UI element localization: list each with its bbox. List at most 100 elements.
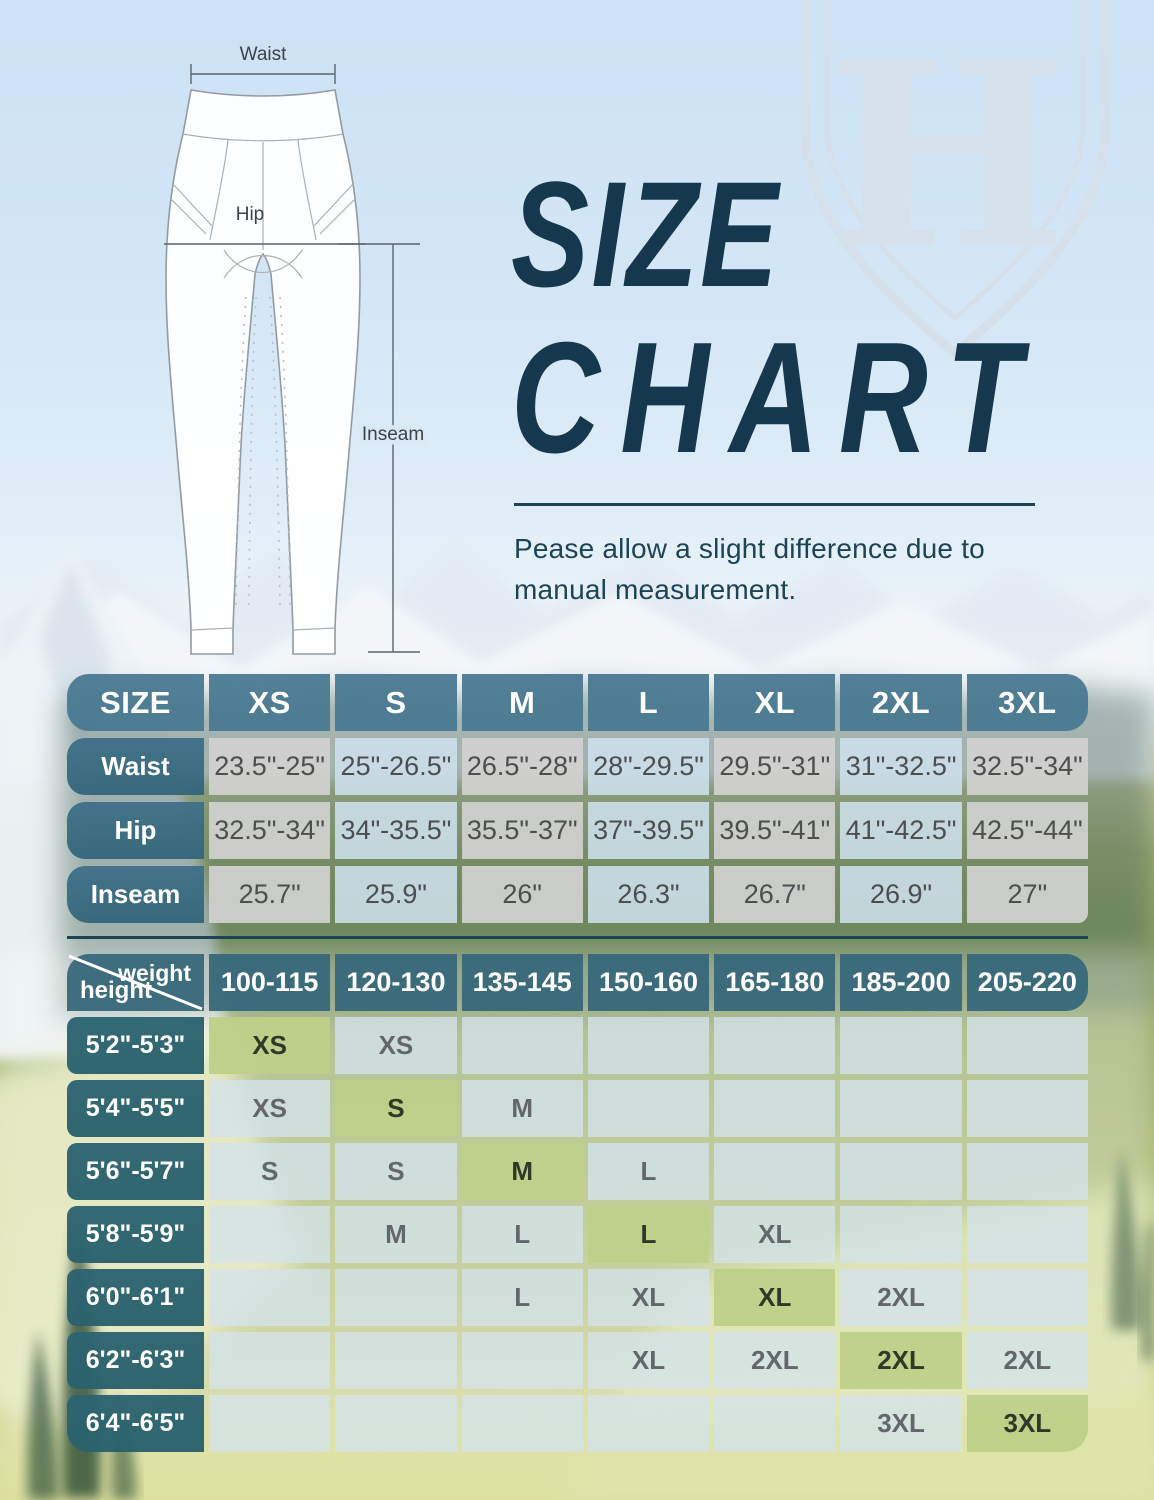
- size-cell: 27": [966, 866, 1088, 923]
- size-column-header: 2XL: [840, 674, 962, 731]
- fit-cell-empty: [461, 1395, 583, 1452]
- size-column-header: XS: [209, 674, 331, 731]
- size-cell: 25"-26.5": [335, 738, 457, 795]
- fit-cell-empty: [335, 1332, 457, 1389]
- weight-column-header: 100-115: [209, 954, 331, 1011]
- fit-cell: XL: [587, 1332, 710, 1389]
- fit-cell-empty: [714, 1143, 836, 1200]
- fit-cell-empty: [966, 1143, 1088, 1200]
- fit-cell: S: [335, 1143, 457, 1200]
- fit-cell-empty: [587, 1080, 710, 1137]
- size-cell: 26.5"-28": [461, 738, 583, 795]
- fit-cell: M: [335, 1206, 457, 1263]
- size-cell: 26": [461, 866, 583, 923]
- fit-cell-highlight: L: [587, 1206, 710, 1263]
- fit-cell-empty: [714, 1017, 836, 1074]
- hip-label: Hip: [236, 204, 265, 225]
- size-cell: 32.5"-34": [209, 802, 331, 859]
- size-cell: 29.5"-31": [714, 738, 836, 795]
- fit-cell-empty: [461, 1332, 583, 1389]
- size-cell: 35.5"-37": [461, 802, 583, 859]
- leggings-outline: [165, 89, 361, 655]
- size-cell: 25.7": [209, 866, 331, 923]
- fit-cell: S: [209, 1143, 331, 1200]
- fit-cell-empty: [840, 1143, 962, 1200]
- fit-cell-highlight: S: [335, 1080, 457, 1137]
- height-row-label: 5'6"-5'7": [67, 1143, 204, 1200]
- page-title: SIZE CHART: [511, 156, 1041, 482]
- height-row-label: 5'8"-5'9": [67, 1206, 204, 1263]
- size-cell: 34"-35.5": [335, 802, 457, 859]
- fit-cell: L: [461, 1269, 583, 1326]
- fit-cell-highlight: M: [461, 1143, 583, 1200]
- fit-cell-empty: [587, 1395, 710, 1452]
- height-weight-table: weight height 100-115 120-130 135-145 150-160…: [67, 954, 1088, 1452]
- fit-cell: XL: [587, 1269, 710, 1326]
- size-cell: 31"-32.5": [840, 738, 962, 795]
- measure-row-label: Inseam: [67, 866, 204, 923]
- fit-cell-empty: [966, 1017, 1088, 1074]
- weight-column-header: 135-145: [461, 954, 583, 1011]
- title-line2: CHART: [511, 310, 1042, 486]
- height-axis-label: height: [80, 977, 152, 1004]
- waist-label: Waist: [240, 44, 288, 65]
- size-cell: 39.5"-41": [714, 802, 836, 859]
- fit-cell: M: [461, 1080, 583, 1137]
- size-column-header: M: [461, 674, 583, 731]
- fit-cell-empty: [335, 1269, 457, 1326]
- fit-cell-highlight: 2XL: [840, 1332, 962, 1389]
- fit-cell: 2XL: [966, 1332, 1088, 1389]
- fit-cell-empty: [209, 1269, 331, 1326]
- fit-cell-empty: [461, 1017, 583, 1074]
- fit-cell-empty: [966, 1206, 1088, 1263]
- measure-row-label: Hip: [67, 802, 204, 859]
- size-cell: 26.9": [840, 866, 962, 923]
- height-row-label: 6'0"-6'1": [67, 1269, 204, 1326]
- fit-cell-highlight: XL: [714, 1269, 836, 1326]
- fit-cell-empty: [335, 1395, 457, 1452]
- fit-cell-empty: [209, 1332, 331, 1389]
- table-divider: [67, 936, 1088, 939]
- measurement-note: Pease allow a slight difference due to m…: [514, 533, 985, 605]
- fit-cell-empty: [209, 1206, 331, 1263]
- fit-cell-empty: [840, 1080, 962, 1137]
- fit-cell: L: [587, 1143, 710, 1200]
- inseam-label: Inseam: [362, 424, 424, 445]
- fit-cell: XS: [209, 1080, 331, 1137]
- height-row-label: 5'4"-5'5": [67, 1080, 204, 1137]
- fit-cell: XS: [335, 1017, 457, 1074]
- brand-letter: H: [827, 7, 1068, 306]
- title-divider: [514, 503, 1035, 506]
- weight-axis-label: weight: [118, 960, 191, 986]
- size-cell: 42.5"-44": [966, 802, 1088, 859]
- fit-cell-empty: [840, 1017, 962, 1074]
- size-cell: 37"-39.5": [587, 802, 710, 859]
- size-cell: 41"-42.5": [840, 802, 962, 859]
- size-column-header: S: [335, 674, 457, 731]
- size-cell: 25.9": [335, 866, 457, 923]
- size-table: SIZE XS S M L XL 2XL 3XL Waist 23.5"-25" 25"-26.5"…: [67, 674, 1088, 923]
- fit-cell: 3XL: [840, 1395, 962, 1452]
- weight-column-header: 150-160: [587, 954, 710, 1011]
- weight-column-header: 185-200: [840, 954, 962, 1011]
- size-table-corner-header: SIZE: [67, 674, 204, 731]
- fit-cell-highlight: 3XL: [966, 1395, 1088, 1452]
- fit-cell: L: [461, 1206, 583, 1263]
- height-weight-corner-header: weight height: [67, 954, 204, 1011]
- weight-column-header: 165-180: [714, 954, 836, 1011]
- fit-cell-empty: [714, 1080, 836, 1137]
- height-row-label: 6'4"-6'5": [67, 1395, 204, 1452]
- size-cell: 23.5"-25": [209, 738, 331, 795]
- weight-column-header: 205-220: [966, 954, 1088, 1011]
- height-row-label: 6'2"-6'3": [67, 1332, 204, 1389]
- size-cell: 32.5"-34": [966, 738, 1088, 795]
- size-column-header: 3XL: [966, 674, 1088, 731]
- fit-cell-empty: [587, 1017, 710, 1074]
- fit-cell-empty: [966, 1269, 1088, 1326]
- size-column-header: L: [587, 674, 710, 731]
- fit-cell: XL: [714, 1206, 836, 1263]
- fit-cell-highlight: XS: [209, 1017, 331, 1074]
- title-line1: SIZE: [511, 150, 781, 318]
- brand-shield-logo: H: [800, 0, 1110, 359]
